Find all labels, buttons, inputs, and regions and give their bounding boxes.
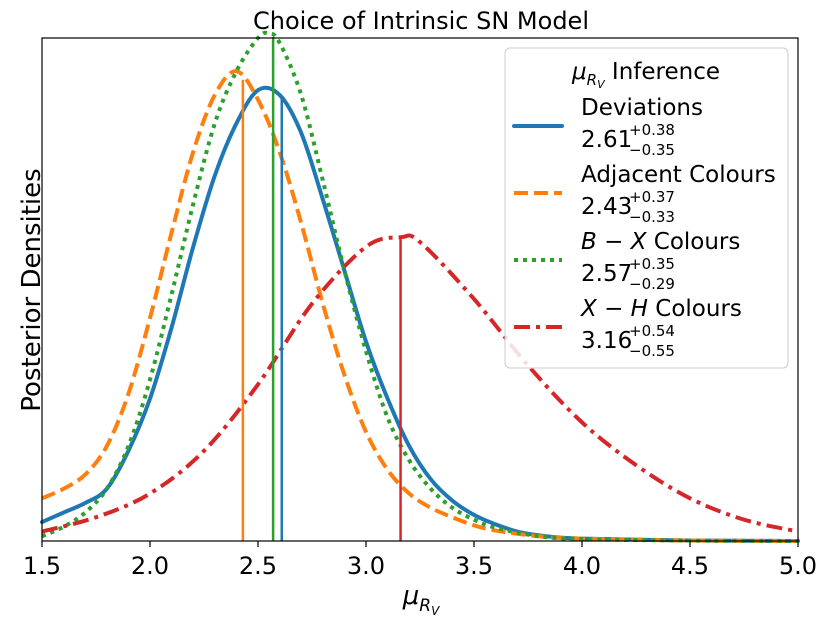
legend-label: Adjacent Colours (581, 162, 776, 188)
legend-label: X − H Colours (580, 296, 742, 322)
legend-entries: Deviations 2.61+0.38 −0.35 Adjacent Colours… (512, 95, 776, 360)
legend-error-plus: +0.54 (629, 322, 675, 340)
legend-title: μRV Inference (571, 59, 720, 91)
legend-entry-b-x-colours: B − X Colours 2.57+0.35 −0.29 (514, 229, 740, 293)
plot-border (41, 37, 799, 542)
legend-label: B − X Colours (581, 229, 740, 255)
median-layer (241, 37, 402, 541)
legend-entry-adjacent-colours: Adjacent Colours 2.43+0.37 −0.33 (514, 162, 776, 226)
y-axis-label: Posterior Densities (17, 168, 47, 411)
series-line-deviations (40, 85, 800, 543)
series-line-x-h-colours (41, 233, 799, 534)
legend-label: Deviations (581, 95, 703, 121)
legend-entry-deviations: Deviations 2.61+0.38 −0.35 (512, 95, 703, 159)
legend-error-plus: +0.35 (629, 255, 675, 273)
legend-error-plus: +0.37 (629, 188, 675, 206)
legend-estimate: 2.57 (581, 261, 632, 287)
legend-box (504, 47, 789, 369)
x-tick-label: 2.5 (239, 552, 277, 580)
x-tick-label: 1.5 (23, 552, 61, 580)
x-tick-label: 2.0 (131, 552, 169, 580)
legend-error-minus: −0.55 (629, 342, 675, 360)
series-line-b-x-colours (41, 30, 799, 543)
legend-estimate: 2.61 (581, 127, 632, 153)
legend-entry-x-h-colours: X − H Colours 3.16+0.54 −0.55 (514, 296, 742, 360)
series-layer (40, 30, 800, 543)
chart-title: Choice of Intrinsic SN Model (253, 7, 589, 35)
legend-estimate: 2.43 (581, 194, 632, 220)
x-tick-label: 5.0 (779, 552, 817, 580)
legend-estimate: 3.16 (581, 328, 632, 354)
x-axis-label: μRV (402, 581, 440, 618)
legend-error-minus: −0.29 (629, 275, 675, 293)
x-tick-label: 4.5 (671, 552, 709, 580)
x-tick-label: 3.5 (455, 552, 493, 580)
x-tick-label: 3.0 (347, 552, 385, 580)
legend-error-minus: −0.33 (629, 208, 675, 226)
series-line-adjacent-colours (41, 69, 799, 543)
legend-error-minus: −0.35 (629, 141, 675, 159)
x-tick-label: 4.0 (563, 552, 601, 580)
x-axis: 1.5 2.0 2.5 3.0 3.5 4.0 4.5 5.0 (23, 541, 817, 580)
legend: μRV Inference Deviations 2.61+0.38 −0.35 Ad… (504, 47, 789, 369)
legend-error-plus: +0.38 (629, 121, 675, 139)
